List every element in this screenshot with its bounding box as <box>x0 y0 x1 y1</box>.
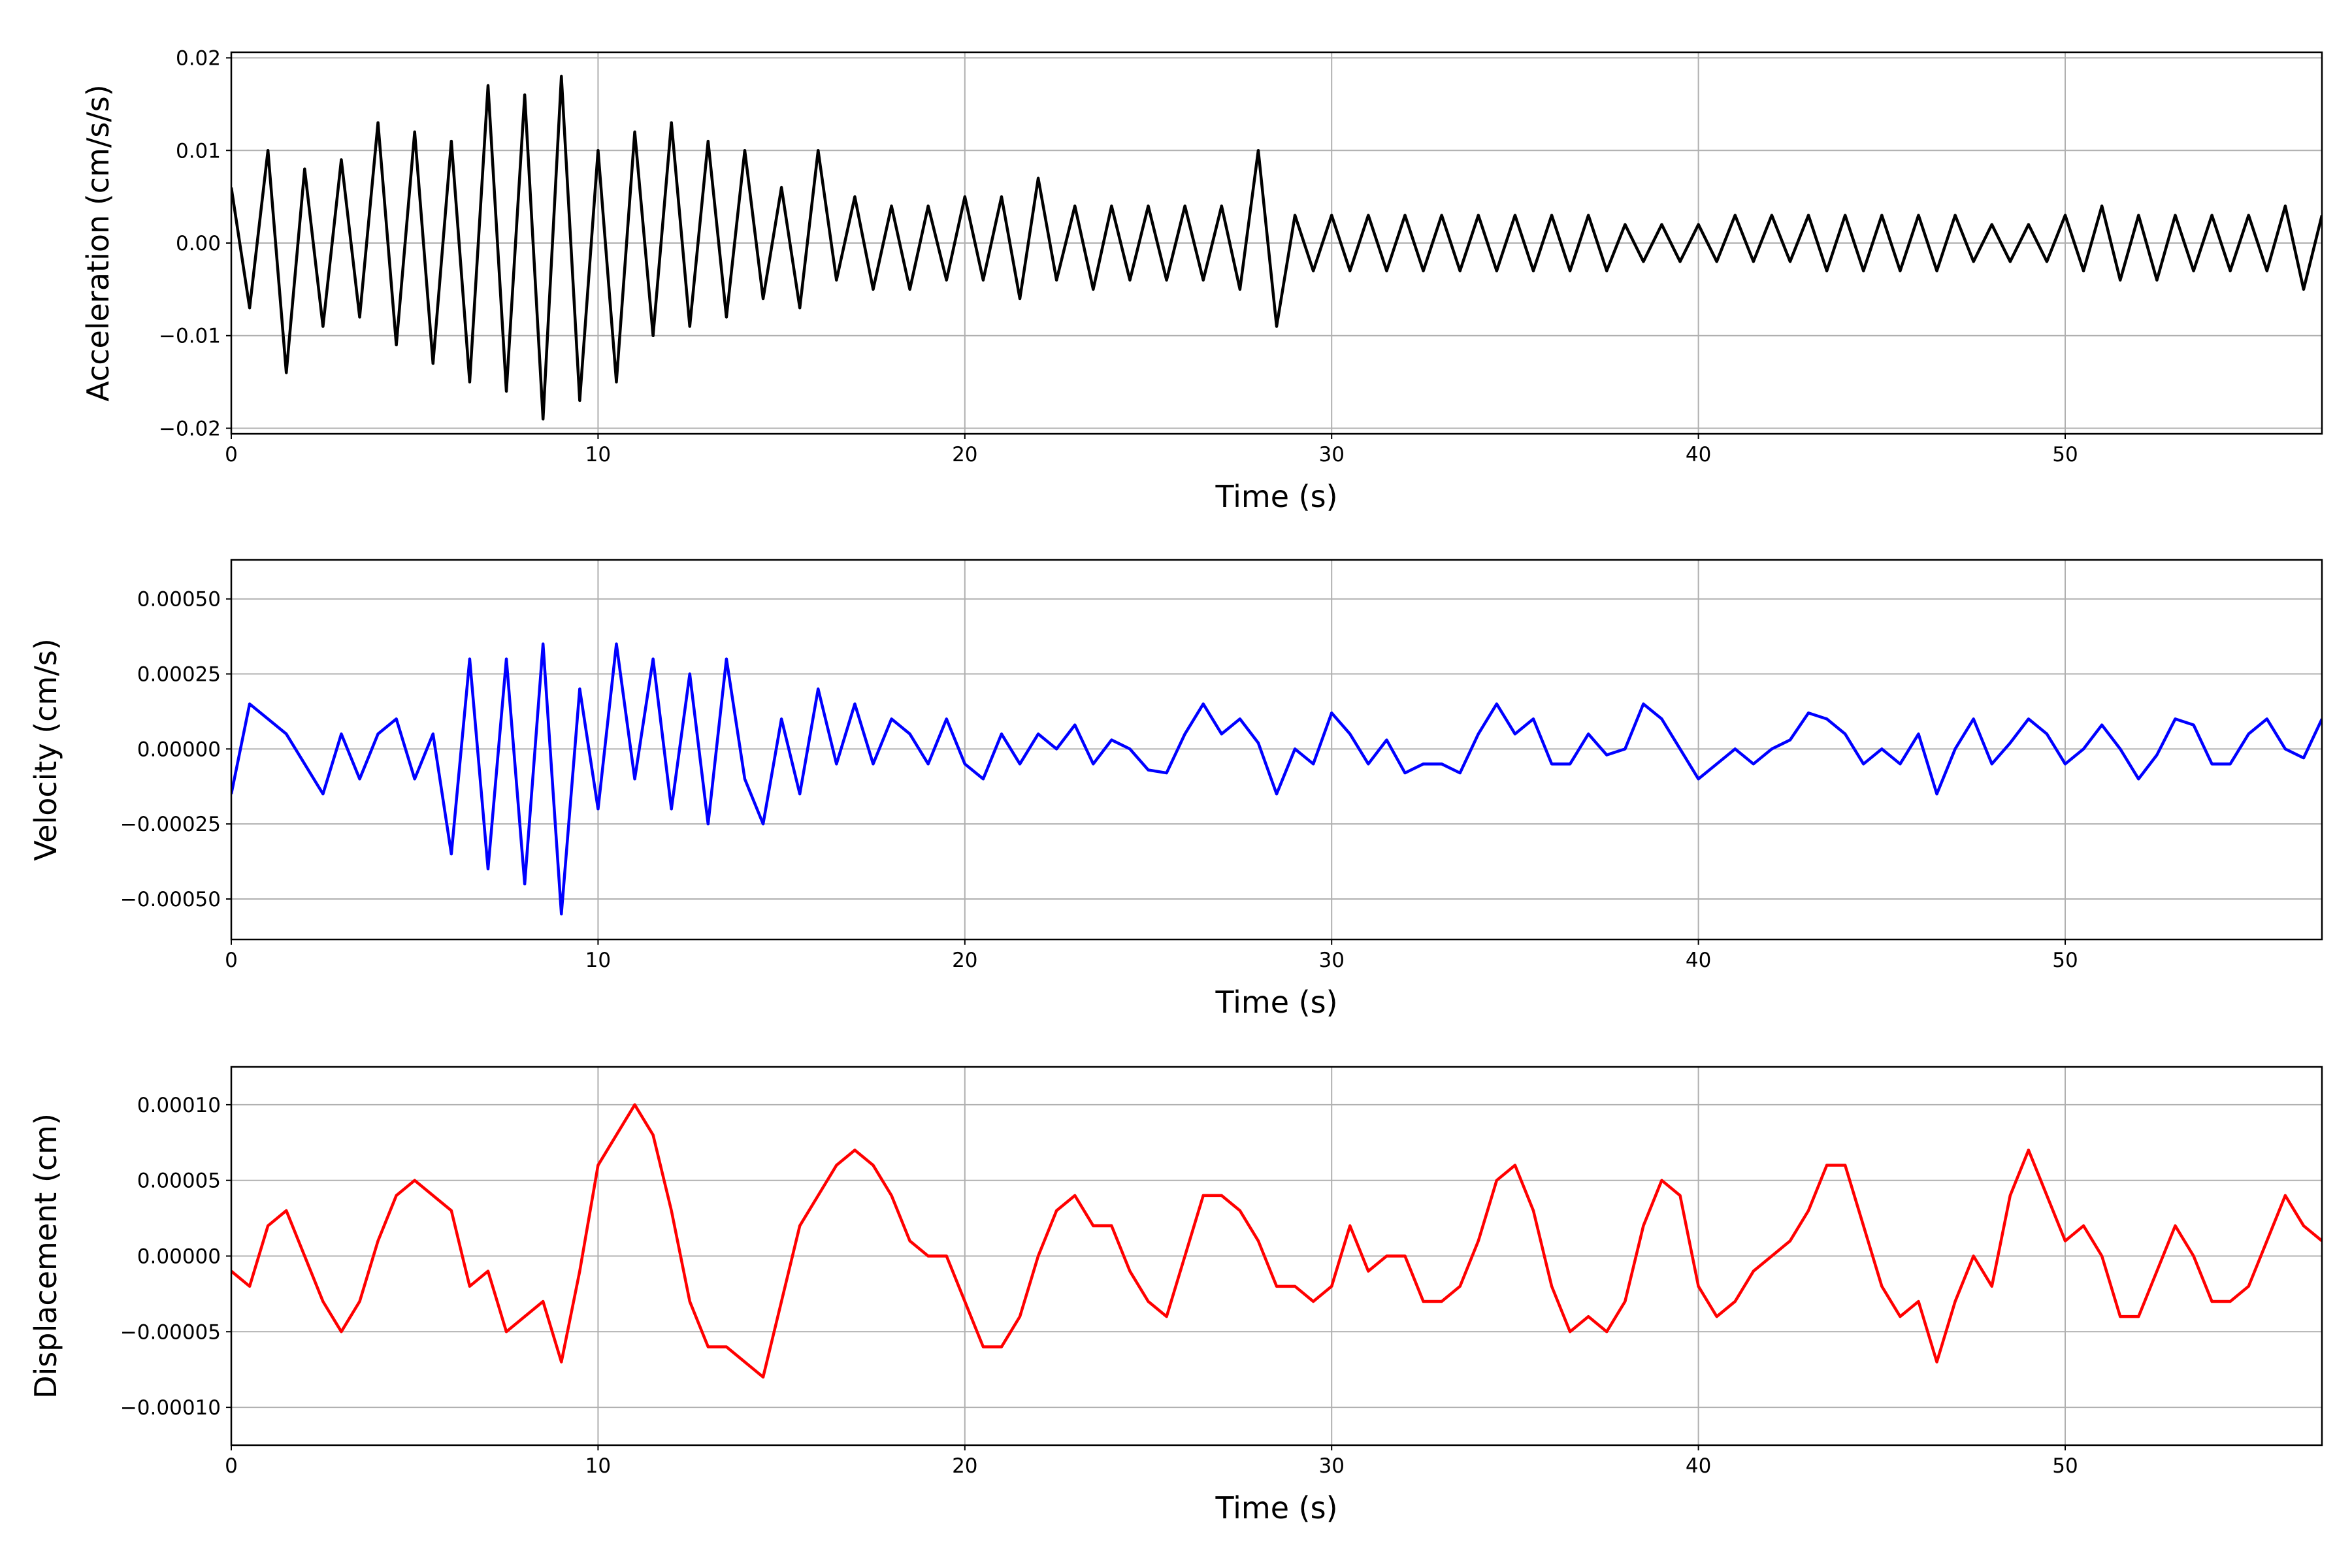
data-line <box>231 642 2322 916</box>
y-tick-label: 0.00000 <box>137 738 221 761</box>
y-tick-label: −0.02 <box>159 417 221 440</box>
x-axis-label: Time (s) <box>1215 985 1337 1020</box>
x-tick-label: 50 <box>2052 949 2078 972</box>
y-tick-label: 0.00010 <box>137 1094 221 1117</box>
x-tick-label: 40 <box>1686 1454 1711 1478</box>
y-axis-label: Acceleration (cm/s/s) <box>80 84 116 401</box>
x-tick-label: 0 <box>225 1454 238 1478</box>
y-tick-label: 0.00000 <box>137 1245 221 1269</box>
y-tick-label: −0.00050 <box>120 888 221 911</box>
x-tick-label: 20 <box>952 949 977 972</box>
x-tick-label: 10 <box>585 949 611 972</box>
x-tick-label: 50 <box>2052 443 2078 466</box>
x-axis-label: Time (s) <box>1215 1490 1337 1526</box>
y-tick-label: −0.00005 <box>120 1320 221 1344</box>
x-tick-label: 0 <box>225 949 238 972</box>
x-tick-label: 30 <box>1318 949 1344 972</box>
x-tick-label: 40 <box>1686 949 1711 972</box>
x-tick-label: 50 <box>2052 1454 2078 1478</box>
y-tick-label: −0.00025 <box>120 813 221 836</box>
y-tick-label: 0.01 <box>176 139 221 163</box>
plot-frame <box>230 1066 2323 1446</box>
data-line <box>231 1103 2322 1379</box>
y-tick-label: 0.00 <box>176 232 221 255</box>
y-axis-label: Velocity (cm/s) <box>28 638 63 861</box>
y-tick-label: 0.00025 <box>137 663 221 687</box>
x-tick-label: 30 <box>1318 443 1344 466</box>
data-line <box>231 74 2322 421</box>
y-tick-label: −0.01 <box>159 325 221 348</box>
x-axis-label: Time (s) <box>1215 479 1337 514</box>
y-tick-label: 0.00050 <box>137 588 221 612</box>
y-tick-label: 0.00005 <box>137 1169 221 1193</box>
x-tick-label: 20 <box>952 1454 977 1478</box>
plot-frame <box>230 559 2323 941</box>
x-tick-label: 10 <box>585 443 611 466</box>
x-tick-label: 40 <box>1686 443 1711 466</box>
x-tick-label: 20 <box>952 443 977 466</box>
x-tick-label: 0 <box>225 443 238 466</box>
y-tick-label: −0.00010 <box>120 1396 221 1420</box>
x-tick-label: 10 <box>585 1454 611 1478</box>
y-tick-label: 0.02 <box>176 47 221 71</box>
plot-frame <box>230 51 2323 435</box>
y-axis-label: Displacement (cm) <box>28 1113 63 1399</box>
x-tick-label: 30 <box>1318 1454 1344 1478</box>
